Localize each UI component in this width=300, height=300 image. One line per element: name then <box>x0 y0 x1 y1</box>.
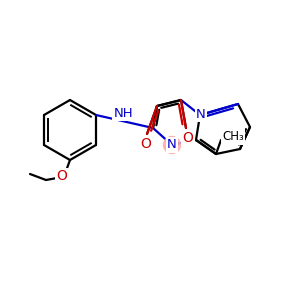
Text: N: N <box>167 139 177 152</box>
Text: CH₃: CH₃ <box>222 130 244 143</box>
Circle shape <box>164 136 181 154</box>
Text: O: O <box>57 169 68 183</box>
Text: O: O <box>183 131 194 145</box>
Text: NH: NH <box>114 107 133 120</box>
Text: N: N <box>196 107 206 121</box>
Text: O: O <box>141 137 152 151</box>
